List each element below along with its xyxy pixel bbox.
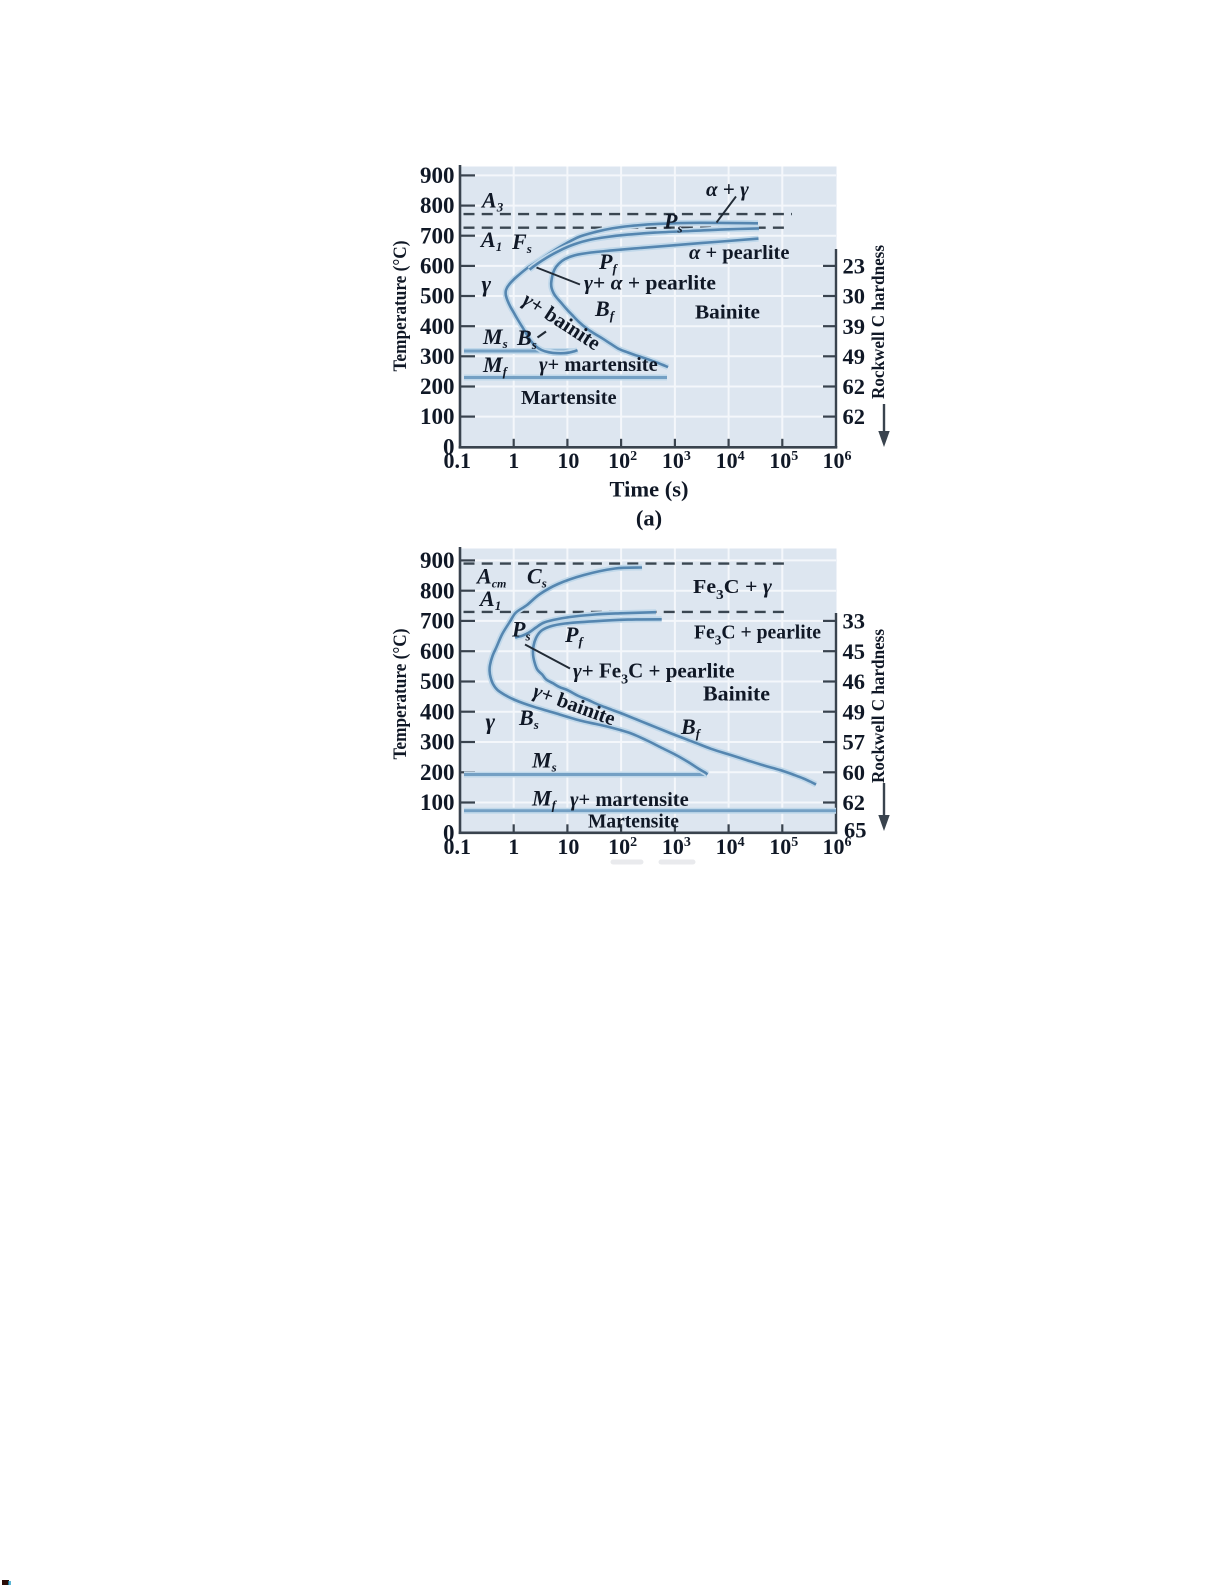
svg-text:57: 57 <box>843 730 866 755</box>
svg-text:100: 100 <box>420 404 455 429</box>
svg-text:104: 104 <box>716 448 745 473</box>
svg-text:300: 300 <box>420 730 455 755</box>
svg-text:900: 900 <box>420 163 455 188</box>
svg-text:49: 49 <box>843 344 866 369</box>
svg-text:45: 45 <box>843 639 866 664</box>
svg-text:Bs: Bs <box>516 325 537 352</box>
svg-text:Bs: Bs <box>518 705 539 732</box>
svg-text:500: 500 <box>420 669 455 694</box>
svg-text:60: 60 <box>843 760 866 785</box>
svg-text:700: 700 <box>420 609 455 634</box>
svg-text:10: 10 <box>557 448 579 473</box>
svg-text:400: 400 <box>420 699 455 724</box>
svg-text:49: 49 <box>843 699 866 724</box>
svg-text:γ: γ <box>486 709 496 734</box>
svg-text:23: 23 <box>843 254 866 279</box>
svg-text:Martensite: Martensite <box>588 812 679 833</box>
svg-text:900: 900 <box>420 548 455 573</box>
svg-text:Temperature (°C): Temperature (°C) <box>390 241 411 372</box>
svg-text:104: 104 <box>716 834 745 859</box>
svg-text:46: 46 <box>843 669 866 694</box>
svg-text:600: 600 <box>420 639 455 664</box>
svg-text:α + pearlite: α + pearlite <box>689 242 789 264</box>
svg-text:Rockwell C hardness: Rockwell C hardness <box>868 245 888 399</box>
svg-text:62: 62 <box>843 374 866 399</box>
svg-text:0: 0 <box>443 820 455 845</box>
svg-text:γ+ α + pearlite: γ+ α + pearlite <box>584 271 716 295</box>
svg-text:400: 400 <box>420 314 455 339</box>
svg-text:γ+ martensite: γ+ martensite <box>539 354 658 376</box>
svg-text:33: 33 <box>843 609 866 634</box>
svg-text:500: 500 <box>420 284 455 309</box>
svg-text:800: 800 <box>420 193 455 218</box>
svg-text:200: 200 <box>420 374 455 399</box>
svg-text:γ+ martensite: γ+ martensite <box>570 789 689 811</box>
svg-text:1: 1 <box>508 448 519 473</box>
svg-text:Time (s): Time (s) <box>610 477 689 502</box>
svg-text:10: 10 <box>557 834 579 859</box>
svg-text:30: 30 <box>843 284 866 309</box>
svg-text:65: 65 <box>844 818 867 843</box>
svg-text:Bainite: Bainite <box>703 682 770 706</box>
svg-text:Bainite: Bainite <box>695 302 760 324</box>
svg-text:(a): (a) <box>636 506 662 531</box>
svg-text:Fs: Fs <box>511 229 532 256</box>
svg-text:0.1: 0.1 <box>443 448 471 473</box>
svg-text:0: 0 <box>443 434 455 459</box>
svg-text:100: 100 <box>420 790 455 815</box>
svg-text:0.1: 0.1 <box>443 834 471 859</box>
svg-text:Martensite: Martensite <box>521 387 617 409</box>
svg-text:α + γ: α + γ <box>706 177 749 201</box>
svg-text:200: 200 <box>420 760 455 785</box>
svg-text:600: 600 <box>420 254 455 279</box>
svg-text:800: 800 <box>420 578 455 603</box>
svg-text:39: 39 <box>843 314 866 339</box>
svg-text:300: 300 <box>420 344 455 369</box>
svg-text:700: 700 <box>420 223 455 248</box>
svg-text:62: 62 <box>843 790 866 815</box>
svg-text:Rockwell C hardness: Rockwell C hardness <box>868 629 888 783</box>
svg-text:Temperature (°C): Temperature (°C) <box>390 629 411 760</box>
svg-text:γ: γ <box>482 272 492 297</box>
svg-text:105: 105 <box>769 448 798 473</box>
svg-text:1: 1 <box>508 834 519 859</box>
svg-text:62: 62 <box>843 404 866 429</box>
